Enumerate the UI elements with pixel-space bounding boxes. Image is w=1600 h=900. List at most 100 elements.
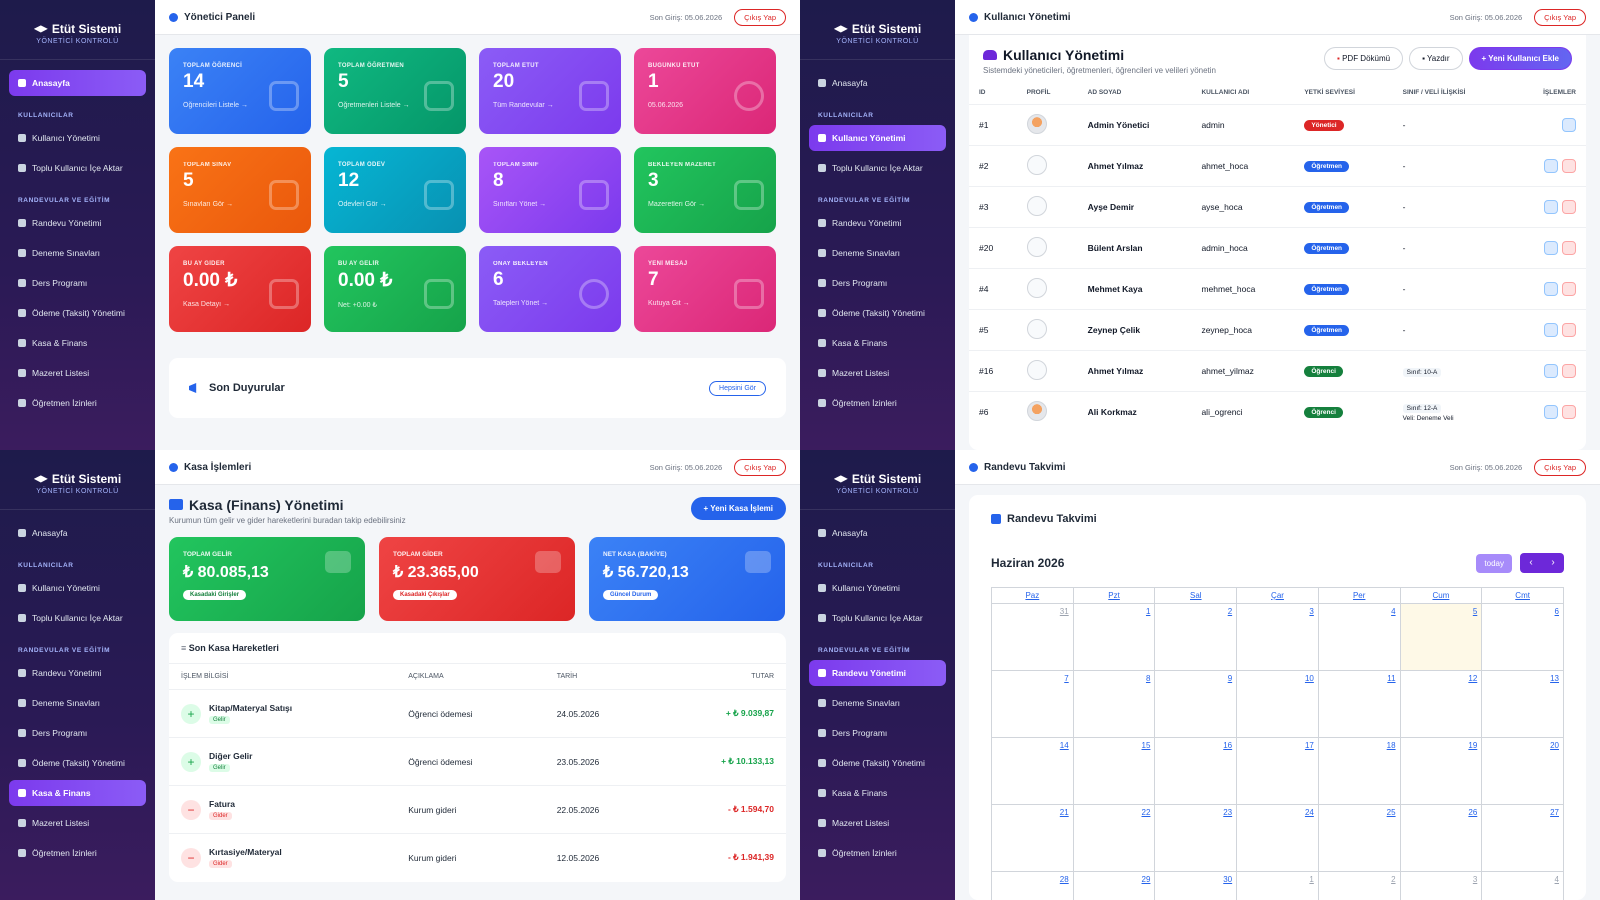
calendar-day-cell[interactable]: 11 [1318,671,1401,738]
weekday-header[interactable]: Cmt [1482,588,1564,604]
pdf-export-button[interactable]: ▪ PDF Dökümü [1324,47,1404,70]
stat-card[interactable]: BEKLEYEN MAZERET 3 Mazeretleri Gör → [634,147,776,233]
calendar-day-cell[interactable]: 7 [992,671,1074,738]
calendar-day-cell[interactable]: 23 [1155,805,1238,872]
print-button[interactable]: ▪ Yazdır [1409,47,1463,70]
edit-icon[interactable] [1544,159,1558,173]
edit-icon[interactable] [1544,282,1558,296]
sidebar-item-schedule[interactable]: Ders Programı [809,270,946,296]
sidebar-item-payments[interactable]: Ödeme (Taksit) Yönetimi [9,300,146,326]
calendar-day-cell[interactable]: 5 [1400,604,1483,671]
logout-button[interactable]: Çıkış Yap [1534,8,1586,26]
sidebar-item-finance[interactable]: Kasa & Finans [9,330,146,356]
sidebar-item-schedule[interactable]: Ders Programı [9,270,146,296]
calendar-day-cell[interactable]: 2 [1155,604,1238,671]
calendar-day-cell[interactable]: 20 [1482,738,1564,805]
calendar-day-cell[interactable]: 12 [1400,671,1483,738]
calendar-day-cell[interactable]: 16 [1155,738,1238,805]
weekday-header[interactable]: Pzt [1073,588,1156,604]
sidebar-item-exams[interactable]: Deneme Sınavları [9,240,146,266]
sidebar-item-users[interactable]: Kullanıcı Yönetimi [9,575,146,601]
sidebar-item-appointments[interactable]: Randevu Yönetimi [809,210,946,236]
calendar-day-cell[interactable]: 3 [1401,872,1483,900]
calendar-day-cell[interactable]: 13 [1482,671,1564,738]
calendar-day-cell[interactable]: 26 [1400,805,1483,872]
sidebar-item-payments[interactable]: Ödeme (Taksit) Yönetimi [809,300,946,326]
add-user-button[interactable]: + Yeni Kullanıcı Ekle [1468,47,1572,70]
sidebar-item-leaves[interactable]: Öğretmen İzinleri [809,390,946,416]
edit-icon[interactable] [1562,118,1576,132]
calendar-day-cell[interactable]: 4 [1318,604,1401,671]
edit-icon[interactable] [1544,405,1558,420]
sidebar-item-schedule[interactable]: Ders Programı [809,720,946,746]
new-transaction-button[interactable]: + Yeni Kasa İşlemi [690,497,786,520]
calendar-day-cell[interactable]: 28 [992,872,1074,900]
edit-icon[interactable] [1544,200,1558,214]
edit-icon[interactable] [1544,323,1558,337]
weekday-header[interactable]: Sal [1155,588,1238,604]
sidebar-item-home[interactable]: Anasayfa [809,520,946,546]
sidebar-item-finance[interactable]: Kasa & Finans [9,780,146,806]
sidebar-item-exams[interactable]: Deneme Sınavları [809,690,946,716]
sidebar-item-import[interactable]: Toplu Kullanıcı İçe Aktar [809,605,946,631]
stat-card[interactable]: BU AY GELİR 0.00 ₺ Net: +0.00 ₺ [324,246,466,332]
stat-card[interactable]: TOPLAM ÖĞRENCİ 14 Öğrencileri Listele → [169,48,311,134]
stat-card[interactable]: YENİ MESAJ 7 Kutuya Git → [634,246,776,332]
sidebar-item-payments[interactable]: Ödeme (Taksit) Yönetimi [9,750,146,776]
sidebar-item-users[interactable]: Kullanıcı Yönetimi [809,575,946,601]
sidebar-item-users[interactable]: Kullanıcı Yönetimi [9,125,146,151]
weekday-header[interactable]: Çar [1237,588,1319,604]
calendar-day-cell[interactable]: 19 [1400,738,1483,805]
calendar-day-cell[interactable]: 22 [1073,805,1156,872]
trash-icon[interactable] [1562,405,1576,420]
calendar-day-cell[interactable]: 3 [1237,604,1319,671]
trash-icon[interactable] [1562,323,1576,337]
stat-card[interactable]: TOPLAM ETÜT 20 Tüm Randevular → [479,48,621,134]
sidebar-item-excuses[interactable]: Mazeret Listesi [809,360,946,386]
calendar-day-cell[interactable]: 31 [992,604,1074,671]
sidebar-item-import[interactable]: Toplu Kullanıcı İçe Aktar [809,155,946,181]
edit-icon[interactable] [1544,364,1558,378]
stat-card[interactable]: ONAY BEKLEYEN 6 Talepleri Yönet → [479,246,621,332]
sidebar-item-leaves[interactable]: Öğretmen İzinleri [809,840,946,866]
see-all-button[interactable]: Hepsini Gör [709,380,766,396]
calendar-day-cell[interactable]: 21 [992,805,1074,872]
calendar-day-cell[interactable]: 8 [1073,671,1156,738]
calendar-day-cell[interactable]: 14 [992,738,1074,805]
sidebar-item-appointments[interactable]: Randevu Yönetimi [809,660,946,686]
stat-card[interactable]: TOPLAM SINAV 5 Sınavları Gör → [169,147,311,233]
calendar-day-cell[interactable]: 27 [1482,805,1564,872]
calendar-day-cell[interactable]: 18 [1318,738,1401,805]
calendar-day-cell[interactable]: 29 [1074,872,1156,900]
trash-icon[interactable] [1562,364,1576,378]
edit-icon[interactable] [1544,241,1558,255]
calendar-day-cell[interactable]: 24 [1237,805,1319,872]
calendar-day-cell[interactable]: 4 [1482,872,1564,900]
sidebar-item-users[interactable]: Kullanıcı Yönetimi [809,125,946,151]
weekday-header[interactable]: Paz [992,588,1074,604]
calendar-day-cell[interactable]: 9 [1155,671,1238,738]
sidebar-item-excuses[interactable]: Mazeret Listesi [9,360,146,386]
trash-icon[interactable] [1562,159,1576,173]
sidebar-item-leaves[interactable]: Öğretmen İzinleri [9,840,146,866]
sidebar-item-home[interactable]: Anasayfa [809,70,946,96]
today-button[interactable]: today [1476,553,1512,573]
sidebar-item-appointments[interactable]: Randevu Yönetimi [9,210,146,236]
calendar-day-cell[interactable]: 1 [1237,872,1319,900]
sidebar-item-exams[interactable]: Deneme Sınavları [809,240,946,266]
stat-card[interactable]: TOPLAM ÖĞRETMEN 5 Öğretmenleri Listele → [324,48,466,134]
sidebar-item-excuses[interactable]: Mazeret Listesi [809,810,946,836]
trash-icon[interactable] [1562,200,1576,214]
logout-button[interactable]: Çıkış Yap [1534,458,1586,476]
calendar-day-cell[interactable]: 6 [1482,604,1564,671]
sidebar-item-finance[interactable]: Kasa & Finans [809,330,946,356]
next-month-button[interactable]: › [1542,553,1564,573]
trash-icon[interactable] [1562,241,1576,255]
sidebar-item-schedule[interactable]: Ders Programı [9,720,146,746]
sidebar-item-payments[interactable]: Ödeme (Taksit) Yönetimi [809,750,946,776]
sidebar-item-finance[interactable]: Kasa & Finans [809,780,946,806]
calendar-day-cell[interactable]: 15 [1073,738,1156,805]
sidebar-item-leaves[interactable]: Öğretmen İzinleri [9,390,146,416]
sidebar-item-import[interactable]: Toplu Kullanıcı İçe Aktar [9,605,146,631]
sidebar-item-excuses[interactable]: Mazeret Listesi [9,810,146,836]
